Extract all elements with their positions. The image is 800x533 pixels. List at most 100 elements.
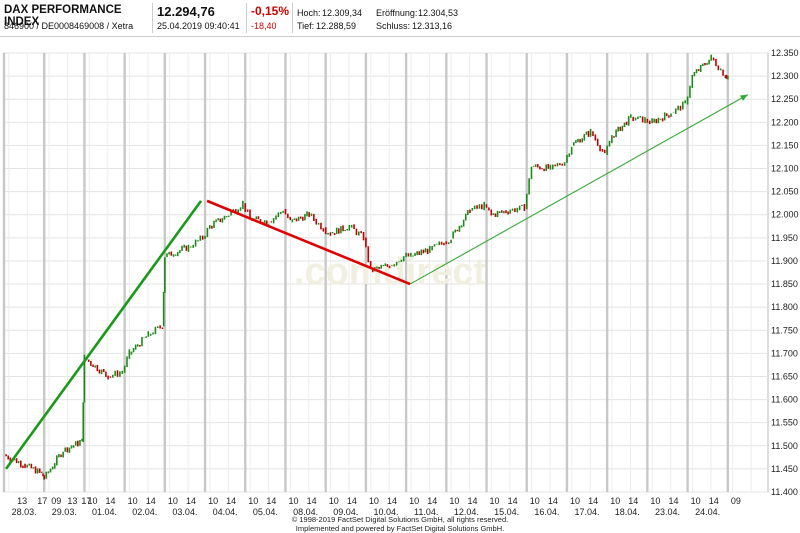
uptrend-line-early bbox=[4, 200, 203, 470]
y-tick-label: 11.900 bbox=[771, 256, 798, 266]
x-date-label: 18.04. bbox=[615, 507, 640, 516]
close-label: Schluss: bbox=[376, 21, 411, 31]
x-time-label: 09 bbox=[51, 496, 61, 506]
x-time-label: 10 bbox=[650, 496, 660, 506]
y-tick-label: 11.550 bbox=[771, 418, 798, 428]
watermark-text: .comdirect bbox=[294, 251, 487, 293]
x-time-label: 17 bbox=[37, 496, 47, 506]
header-divider bbox=[292, 3, 293, 33]
x-time-label: 10 bbox=[168, 496, 178, 506]
x-date-label: 11.04. bbox=[414, 507, 438, 516]
y-tick-label: 12.050 bbox=[771, 187, 799, 197]
header-divider bbox=[152, 3, 153, 33]
downtrend-line bbox=[206, 199, 411, 286]
x-time-label: 10 bbox=[128, 496, 138, 506]
y-tick-label: 11.800 bbox=[771, 302, 798, 312]
x-time-label: 10 bbox=[208, 496, 218, 506]
y-tick-label: 12.100 bbox=[771, 164, 799, 174]
high-label: Hoch: bbox=[297, 8, 321, 18]
x-time-label: 10 bbox=[530, 496, 540, 506]
x-time-label: 14 bbox=[709, 496, 719, 506]
x-time-label: 10 bbox=[369, 496, 379, 506]
y-tick-label: 11.600 bbox=[771, 395, 798, 405]
x-time-label: 17 bbox=[81, 496, 91, 506]
x-date-label: 02.04. bbox=[132, 507, 157, 516]
x-time-label: 10 bbox=[610, 496, 620, 506]
x-time-label: 10 bbox=[248, 496, 258, 506]
x-time-label: 10 bbox=[87, 496, 97, 506]
x-date-label: 12.04. bbox=[454, 507, 479, 516]
x-time-label: 14 bbox=[387, 496, 397, 506]
low-label: Tief: bbox=[297, 21, 315, 31]
x-time-label: 13 bbox=[67, 496, 77, 506]
x-time-label: 14 bbox=[266, 496, 276, 506]
x-time-label: 10 bbox=[691, 496, 701, 506]
y-tick-label: 12.250 bbox=[771, 94, 799, 104]
last-price: 12.294,76 bbox=[157, 4, 215, 19]
data-layer bbox=[5, 54, 729, 480]
y-tick-label: 12.300 bbox=[771, 71, 799, 81]
y-tick-label: 12.000 bbox=[771, 210, 799, 220]
open-label: Eröffnung: bbox=[376, 8, 418, 18]
x-time-label: 14 bbox=[347, 496, 357, 506]
low-value: 12.288,59 bbox=[316, 21, 357, 31]
y-tick-label: 11.650 bbox=[771, 371, 798, 381]
x-time-label: 13 bbox=[17, 496, 27, 506]
instrument-identifiers: 846900 / DE0008469008 / Xetra bbox=[4, 21, 134, 31]
x-time-label: 09 bbox=[731, 496, 741, 506]
y-tick-label: 12.150 bbox=[771, 140, 799, 150]
header-divider bbox=[246, 3, 247, 33]
x-time-label: 14 bbox=[508, 496, 518, 506]
x-date-label: 10.04. bbox=[373, 507, 398, 516]
x-time-label: 10 bbox=[490, 496, 500, 506]
x-date-label: 23.04. bbox=[655, 507, 680, 516]
trend-layer bbox=[4, 94, 749, 470]
y-tick-label: 11.750 bbox=[771, 325, 798, 335]
x-time-label: 14 bbox=[668, 496, 678, 506]
x-date-label: 03.04. bbox=[172, 507, 197, 516]
y-tick-label: 11.700 bbox=[771, 348, 798, 358]
x-time-label: 10 bbox=[449, 496, 459, 506]
axis-layer: 11.400 11.450 11.500 11.550 11.600 11.650 11.7… bbox=[12, 48, 799, 516]
x-time-label: 14 bbox=[226, 496, 236, 506]
y-tick-label: 11.850 bbox=[771, 279, 798, 289]
open-value: 12.304,53 bbox=[418, 8, 459, 18]
x-time-label: 14 bbox=[307, 496, 317, 506]
x-date-label: 28.03. bbox=[12, 507, 37, 516]
x-time-label: 10 bbox=[409, 496, 419, 506]
grid-layer bbox=[2, 52, 769, 493]
change-percent: -0,15% bbox=[251, 4, 290, 18]
price-chart: .comdirect 11.400 11.450 11.500 11.550 11.60… bbox=[2, 48, 799, 516]
y-tick-label: 11.950 bbox=[771, 233, 798, 243]
x-date-label: 17.04. bbox=[575, 507, 600, 516]
high-value: 12.309,34 bbox=[322, 8, 363, 18]
x-time-label: 14 bbox=[186, 496, 196, 506]
trend-arrowhead bbox=[739, 94, 748, 101]
x-date-label: 04.04. bbox=[213, 507, 238, 516]
x-time-label: 10 bbox=[289, 496, 299, 506]
x-time-label: 10 bbox=[329, 496, 339, 506]
instrument-title: DAX PERFORMANCE INDEX bbox=[4, 4, 122, 28]
uptrend-line-late bbox=[409, 94, 749, 285]
x-time-label: 14 bbox=[146, 496, 156, 506]
x-time-label: 10 bbox=[570, 496, 580, 506]
close-value: 12.313,16 bbox=[412, 21, 453, 31]
y-tick-label: 11.400 bbox=[771, 487, 798, 497]
quote-datetime: 25.04.2019 09:40:41 bbox=[157, 21, 240, 31]
x-time-label: 14 bbox=[588, 496, 598, 506]
y-tick-label: 12.200 bbox=[771, 117, 799, 127]
x-date-label: 16.04. bbox=[534, 507, 559, 516]
x-date-label: 24.04. bbox=[695, 507, 720, 516]
powered-by-line: Implemented and powered by FactSet Digit… bbox=[295, 524, 505, 533]
instrument-cell: DAX PERFORMANCE INDEX 846900 / DE0008469… bbox=[0, 0, 150, 35]
x-time-label: 14 bbox=[427, 496, 437, 506]
y-tick-label: 12.350 bbox=[771, 48, 799, 58]
x-date-label: 29.03. bbox=[52, 507, 77, 516]
quote-header: DAX PERFORMANCE INDEX 846900 / DE0008469… bbox=[0, 0, 800, 37]
x-date-label: 08.04. bbox=[293, 507, 318, 516]
change-absolute: -18,40 bbox=[251, 21, 277, 31]
x-time-label: 14 bbox=[467, 496, 477, 506]
x-date-label: 09.04. bbox=[333, 507, 358, 516]
x-date-label: 05.04. bbox=[253, 507, 278, 516]
copyright-footer: © 1998-2019 FactSet Digital Solutions Gm… bbox=[0, 515, 800, 533]
